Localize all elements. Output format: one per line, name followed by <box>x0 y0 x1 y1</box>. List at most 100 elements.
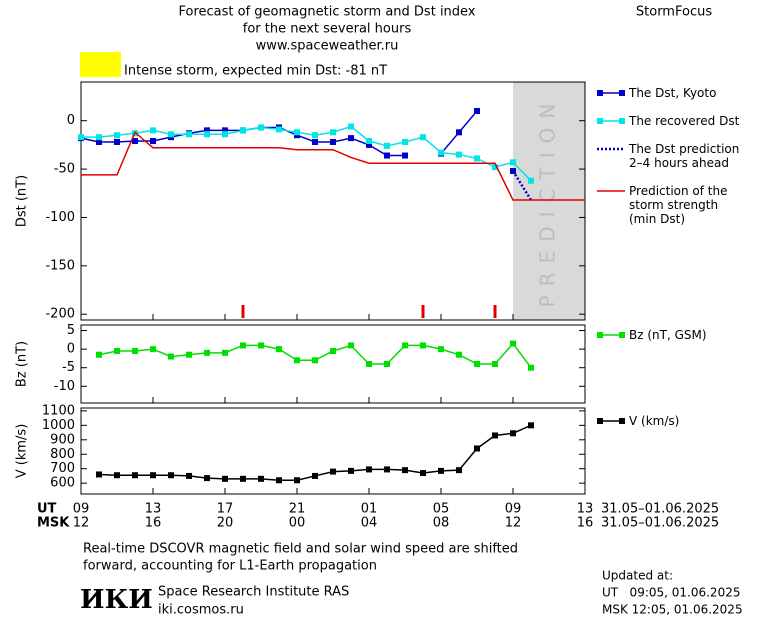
prediction-label: PREDICTION <box>536 95 560 308</box>
data-point <box>402 467 408 474</box>
note-line: forward, accounting for L1-Earth propaga… <box>83 559 377 574</box>
data-point <box>456 351 462 358</box>
data-point <box>492 164 498 171</box>
y-tick-label: 700 <box>50 461 75 476</box>
data-point <box>474 445 480 452</box>
data-point <box>312 132 318 139</box>
x-tick-label: 01 <box>361 502 378 517</box>
y-tick-label: -200 <box>45 307 75 322</box>
data-point <box>510 430 516 437</box>
data-point <box>366 138 372 145</box>
x-tick-label: 09 <box>505 502 522 517</box>
series-line <box>81 125 532 182</box>
data-point <box>474 108 480 115</box>
ut-label: UT <box>37 502 57 517</box>
data-point <box>510 340 516 347</box>
data-point <box>438 467 444 474</box>
y-tick-label: 0 <box>67 113 75 128</box>
x-tick-label-msk: 12 <box>505 516 522 531</box>
y-tick-label: 0 <box>67 342 75 357</box>
data-point <box>168 131 174 138</box>
data-point <box>330 348 336 354</box>
logo: ИКИ <box>80 585 153 615</box>
series-line <box>98 424 532 482</box>
y-tick-label: -10 <box>54 379 75 394</box>
data-point <box>510 159 516 166</box>
y-tick-label: -100 <box>45 210 75 225</box>
y-tick-label: -150 <box>45 258 75 273</box>
data-point <box>168 472 174 479</box>
data-point <box>438 346 444 353</box>
plot-frame <box>80 81 586 321</box>
data-point <box>204 127 210 134</box>
data-point <box>150 127 156 134</box>
data-point <box>240 127 246 134</box>
data-point <box>78 134 84 141</box>
legend-label: Bz (nT, GSM) <box>629 328 707 342</box>
y-tick-label: 900 <box>50 432 75 447</box>
x-tick-label: 13 <box>577 502 594 517</box>
data-point <box>150 138 156 145</box>
data-point <box>132 138 138 145</box>
data-point <box>276 346 282 353</box>
data-point <box>384 142 390 149</box>
data-point <box>348 467 354 474</box>
y-tick-label: 1100 <box>42 403 75 418</box>
y-tick-label: 600 <box>50 476 75 491</box>
data-point <box>276 477 282 484</box>
legend-marker <box>597 118 603 124</box>
legend-label: The Dst, Kyoto <box>628 86 716 100</box>
data-point <box>114 472 120 479</box>
data-point <box>114 138 120 145</box>
data-point <box>96 471 102 478</box>
data-point <box>132 472 138 479</box>
data-point <box>384 152 390 159</box>
institute: Space Research Institute RAS <box>158 585 349 600</box>
data-point <box>330 129 336 136</box>
msk-label: MSK <box>37 516 70 531</box>
data-point <box>366 466 372 473</box>
data-point <box>204 131 210 138</box>
data-point <box>492 432 498 439</box>
series-line <box>511 170 533 201</box>
data-point <box>366 361 372 367</box>
data-point <box>402 138 408 145</box>
data-point <box>240 475 246 482</box>
y-tick-label: 800 <box>50 447 75 462</box>
y-axis-label: Dst (nT) <box>15 175 30 227</box>
plot-frame <box>80 407 586 495</box>
data-point <box>96 134 102 141</box>
brand: StormFocus <box>636 5 712 20</box>
data-point <box>384 361 390 367</box>
title-line: for the next several hours <box>243 22 412 37</box>
data-point <box>492 361 498 367</box>
ut-range: 31.05–01.06.2025 <box>601 502 719 517</box>
y-tick-label: -5 <box>62 360 75 375</box>
legend-marker <box>619 118 625 124</box>
data-point <box>186 351 192 358</box>
data-point <box>222 127 228 134</box>
data-point <box>294 357 300 364</box>
data-point <box>132 348 138 354</box>
data-point <box>312 138 318 145</box>
updated-msk: MSK 12:05, 01.06.2025 <box>602 603 743 617</box>
y-tick-label: 5 <box>67 323 75 338</box>
legend-marker <box>597 332 603 338</box>
y-axis-label: Bz (nT) <box>15 341 30 387</box>
updated-ut: UT 09:05, 01.06.2025 <box>602 586 740 600</box>
series-line <box>98 342 532 369</box>
data-point <box>384 466 390 473</box>
legend-marker <box>597 418 603 424</box>
data-point <box>114 348 120 354</box>
alert-box <box>80 52 121 77</box>
data-point <box>204 475 210 482</box>
data-point <box>312 357 318 364</box>
data-point <box>96 351 102 358</box>
website: iki.cosmos.ru <box>158 603 244 618</box>
data-point <box>456 129 462 136</box>
x-tick-label-msk: 16 <box>145 516 162 531</box>
alert-text: Intense storm, expected min Dst: -81 nT <box>124 64 387 79</box>
data-point <box>240 342 246 349</box>
legend-marker <box>619 418 625 424</box>
data-point <box>294 129 300 136</box>
